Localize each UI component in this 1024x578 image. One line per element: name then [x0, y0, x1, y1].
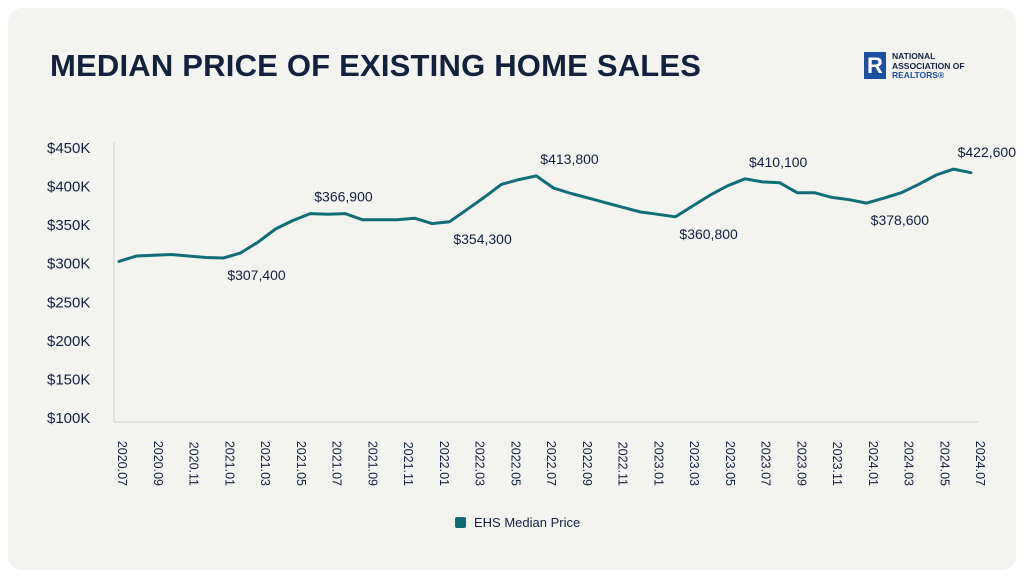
data-labels: $307,400 $366,900 $354,300 $413,800 $360,800…	[227, 144, 1016, 283]
series-line-ehs-median-price	[117, 167, 973, 263]
logo-line-3: REALTORS®	[892, 70, 945, 80]
x-tick-label: 2020.09	[151, 441, 165, 486]
data-label: $422,600	[958, 144, 1017, 160]
x-tick-label: 2022.11	[616, 442, 630, 486]
x-tick-label: 2023.01	[651, 441, 665, 486]
x-tick-label: 2023.11	[830, 442, 844, 486]
x-tick-label: 2024.07	[973, 441, 987, 486]
x-tick-label: 2022.03	[473, 441, 487, 486]
data-label: $366,900	[314, 189, 373, 205]
x-tick-label: 2021.11	[401, 442, 415, 486]
data-label: $378,600	[871, 212, 930, 228]
y-tick-label: $150K	[47, 371, 90, 388]
y-tick-label: $300K	[47, 256, 90, 273]
data-label: $410,100	[749, 154, 808, 170]
series-lines	[117, 167, 973, 263]
x-tick-label: 2022.05	[508, 441, 522, 486]
logo-line-1: NATIONAL	[892, 51, 936, 61]
x-tick-label: 2022.09	[580, 441, 594, 486]
y-tick-label: $450K	[47, 140, 90, 157]
chart-card	[8, 8, 1016, 570]
logo-line-2: ASSOCIATION OF	[892, 60, 965, 71]
x-tick-label: 2024.03	[902, 441, 916, 486]
chart-title: MEDIAN PRICE OF EXISTING HOME SALES	[50, 48, 702, 83]
x-axis-ticks: 2020.07 2020.09 2020.11 2021.01 2021.03 2021.…	[115, 441, 987, 486]
realtor-r-icon: R	[864, 52, 886, 79]
x-tick-label: 2020.11	[187, 442, 201, 486]
y-axis-ticks: $450K $400K $350K $300K $250K $200K $150K $100K	[47, 140, 90, 427]
x-tick-label: 2024.05	[937, 441, 951, 486]
y-tick-label: $250K	[47, 294, 90, 311]
data-label: $413,800	[540, 151, 599, 167]
x-tick-label: 2021.07	[330, 441, 344, 486]
y-tick-label: $100K	[47, 410, 90, 427]
x-tick-label: 2021.09	[365, 441, 379, 486]
x-tick-label: 2021.05	[294, 441, 308, 486]
data-label: $307,400	[227, 267, 286, 283]
x-tick-label: 2020.07	[115, 441, 129, 486]
x-tick-label: 2022.07	[544, 441, 558, 486]
x-tick-label: 2021.01	[222, 441, 236, 486]
chart-axes	[113, 142, 978, 423]
y-tick-label: $200K	[47, 333, 90, 350]
x-tick-label: 2023.05	[723, 441, 737, 486]
x-tick-label: 2024.01	[866, 441, 880, 486]
legend-swatch	[455, 517, 466, 528]
legend-label: EHS Median Price	[474, 515, 581, 530]
y-tick-label: $400K	[47, 179, 90, 196]
nar-logo: R NATIONAL ASSOCIATION OF REALTORS®	[864, 51, 965, 81]
x-tick-label: 2023.03	[687, 441, 701, 486]
x-tick-label: 2022.01	[437, 441, 451, 486]
x-tick-label: 2023.07	[759, 441, 773, 486]
data-label: $360,800	[679, 226, 738, 242]
chart-legend: EHS Median Price	[455, 515, 580, 530]
x-tick-label: 2021.03	[258, 441, 272, 486]
x-tick-label: 2023.09	[794, 441, 808, 486]
logo-wordmark: NATIONAL ASSOCIATION OF REALTORS®	[892, 51, 965, 81]
y-tick-label: $350K	[47, 217, 90, 234]
data-label: $354,300	[453, 231, 512, 247]
